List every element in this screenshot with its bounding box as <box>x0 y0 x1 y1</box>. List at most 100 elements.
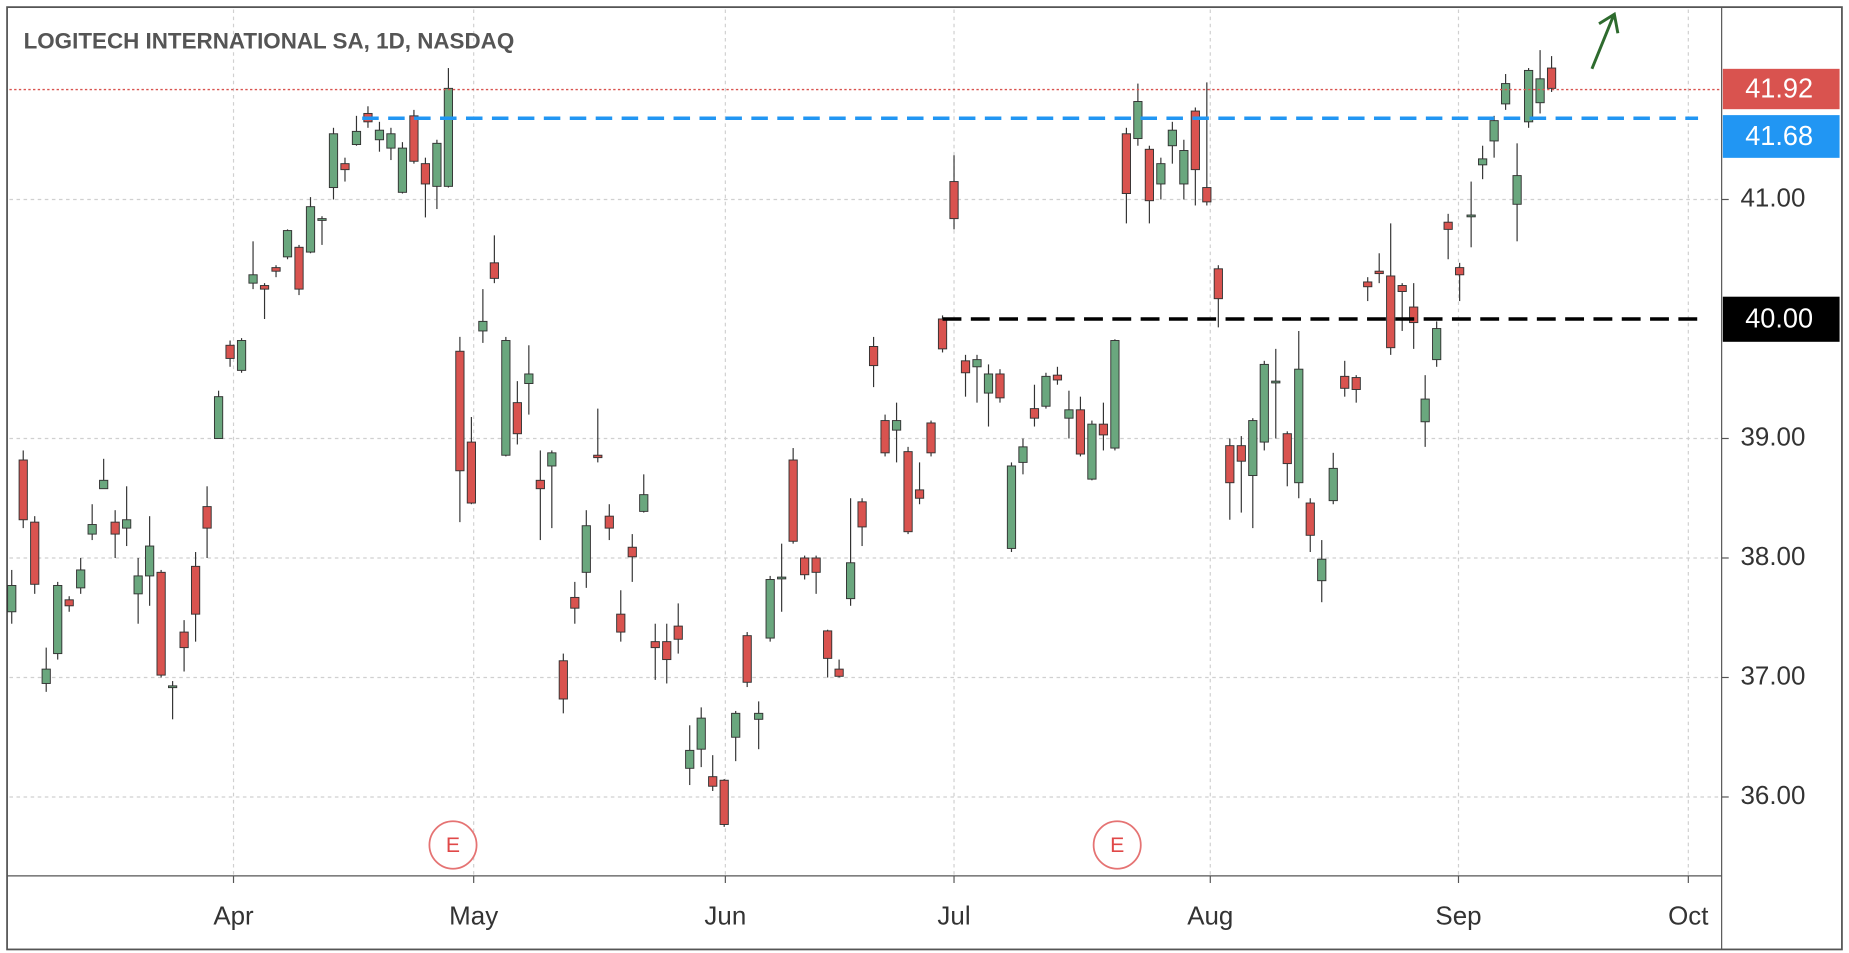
candle-body <box>110 521 120 535</box>
candle-body <box>512 402 522 435</box>
candle-body <box>903 451 913 533</box>
candle-body <box>87 524 97 535</box>
candle-body <box>926 422 936 454</box>
candle-body <box>857 501 867 528</box>
candle-body <box>1432 328 1442 361</box>
candle-body <box>1121 133 1131 194</box>
candle-body <box>995 373 1005 399</box>
candle-body <box>1466 214 1476 218</box>
candle-body <box>386 133 396 149</box>
candle-body <box>443 87 454 187</box>
candle-body <box>1501 83 1511 105</box>
candle-body <box>754 712 764 720</box>
candle-body <box>328 133 339 189</box>
y-tick-label: 39.00 <box>1741 421 1806 451</box>
candle-body <box>834 668 844 677</box>
candle-body <box>1328 467 1338 502</box>
x-tick-label: May <box>449 900 498 930</box>
candle-body <box>765 579 775 639</box>
level-price-label: 41.92 <box>1745 72 1813 103</box>
candle-body <box>1340 375 1350 389</box>
candle-body <box>466 441 476 504</box>
candle-body <box>880 420 890 454</box>
x-tick-label: Apr <box>213 900 254 930</box>
candle-body <box>133 575 143 595</box>
candle-body <box>1512 175 1522 205</box>
candle-body <box>1535 78 1545 104</box>
candle-body <box>1351 377 1361 390</box>
candle-body <box>777 576 787 580</box>
candle-body <box>1202 187 1212 203</box>
candle-body <box>1523 69 1534 123</box>
level-price-label: 40.00 <box>1745 303 1813 334</box>
candle-body <box>1478 158 1488 166</box>
x-tick-label: Sep <box>1435 900 1481 930</box>
candle-body <box>1144 148 1154 202</box>
candle-body <box>960 360 971 374</box>
candle-body <box>1489 120 1499 142</box>
candle-body <box>202 506 212 529</box>
candle-body <box>1317 558 1327 582</box>
candle-body <box>213 396 224 439</box>
candle-body <box>1455 267 1465 276</box>
candle-body <box>983 373 994 394</box>
candle-body <box>650 641 660 649</box>
candle-body <box>1075 409 1086 455</box>
x-tick-label: Aug <box>1187 900 1233 930</box>
candle-body <box>397 147 408 193</box>
candle-body <box>99 479 109 490</box>
candle-body <box>305 206 316 253</box>
candle-body <box>696 717 706 750</box>
candle-body <box>432 142 442 187</box>
candle-body <box>1248 420 1258 477</box>
candle-body <box>627 546 637 558</box>
candle-body <box>788 459 798 542</box>
candle-body <box>236 340 247 371</box>
level-price-label: 41.68 <box>1745 120 1813 151</box>
candle-body <box>868 346 879 367</box>
candle-body <box>581 525 591 573</box>
candle-body <box>317 218 327 221</box>
y-tick-label: 37.00 <box>1741 660 1806 690</box>
candle-body <box>891 420 902 431</box>
candle-body <box>30 521 40 585</box>
candle-body <box>914 489 925 499</box>
candle-body <box>558 660 568 700</box>
candle-body <box>420 163 431 185</box>
candle-body <box>259 285 270 290</box>
candle-body <box>156 571 166 676</box>
candle-body <box>524 373 534 384</box>
candle-body <box>547 452 557 467</box>
candle-body <box>145 545 155 577</box>
candle-body <box>1179 150 1189 185</box>
candle-body <box>1259 363 1269 443</box>
y-tick-label: 36.00 <box>1741 780 1806 810</box>
candle-body <box>1029 408 1040 419</box>
candle-body <box>1546 67 1557 89</box>
candle-body <box>1305 502 1315 536</box>
candle-body <box>7 585 17 613</box>
candle-body <box>294 246 304 290</box>
candle-body <box>1156 163 1166 185</box>
candle-body <box>1052 374 1063 381</box>
candle-body <box>1443 221 1453 230</box>
level-price-box <box>1722 68 1840 110</box>
candle-body <box>742 635 752 683</box>
candle-body <box>673 625 683 640</box>
candle-body <box>1374 270 1384 275</box>
candles <box>7 50 1557 827</box>
candle-body <box>225 344 235 359</box>
grid: 36.00 37.00 38.00 39.00 41.00 Apr May Jun Jul Aug… <box>9 9 1805 930</box>
candle-body <box>282 230 293 258</box>
candle-body <box>374 129 385 141</box>
candle-body <box>800 557 810 576</box>
candle-body <box>409 115 419 162</box>
candle-body <box>340 163 350 171</box>
candle-body <box>708 776 718 787</box>
candle-body <box>811 557 821 573</box>
earnings-label: E <box>446 833 460 857</box>
candle-body <box>570 596 580 609</box>
chart-title: LOGITECH INTERNATIONAL SA, 1D, NASDAQ <box>24 29 515 54</box>
